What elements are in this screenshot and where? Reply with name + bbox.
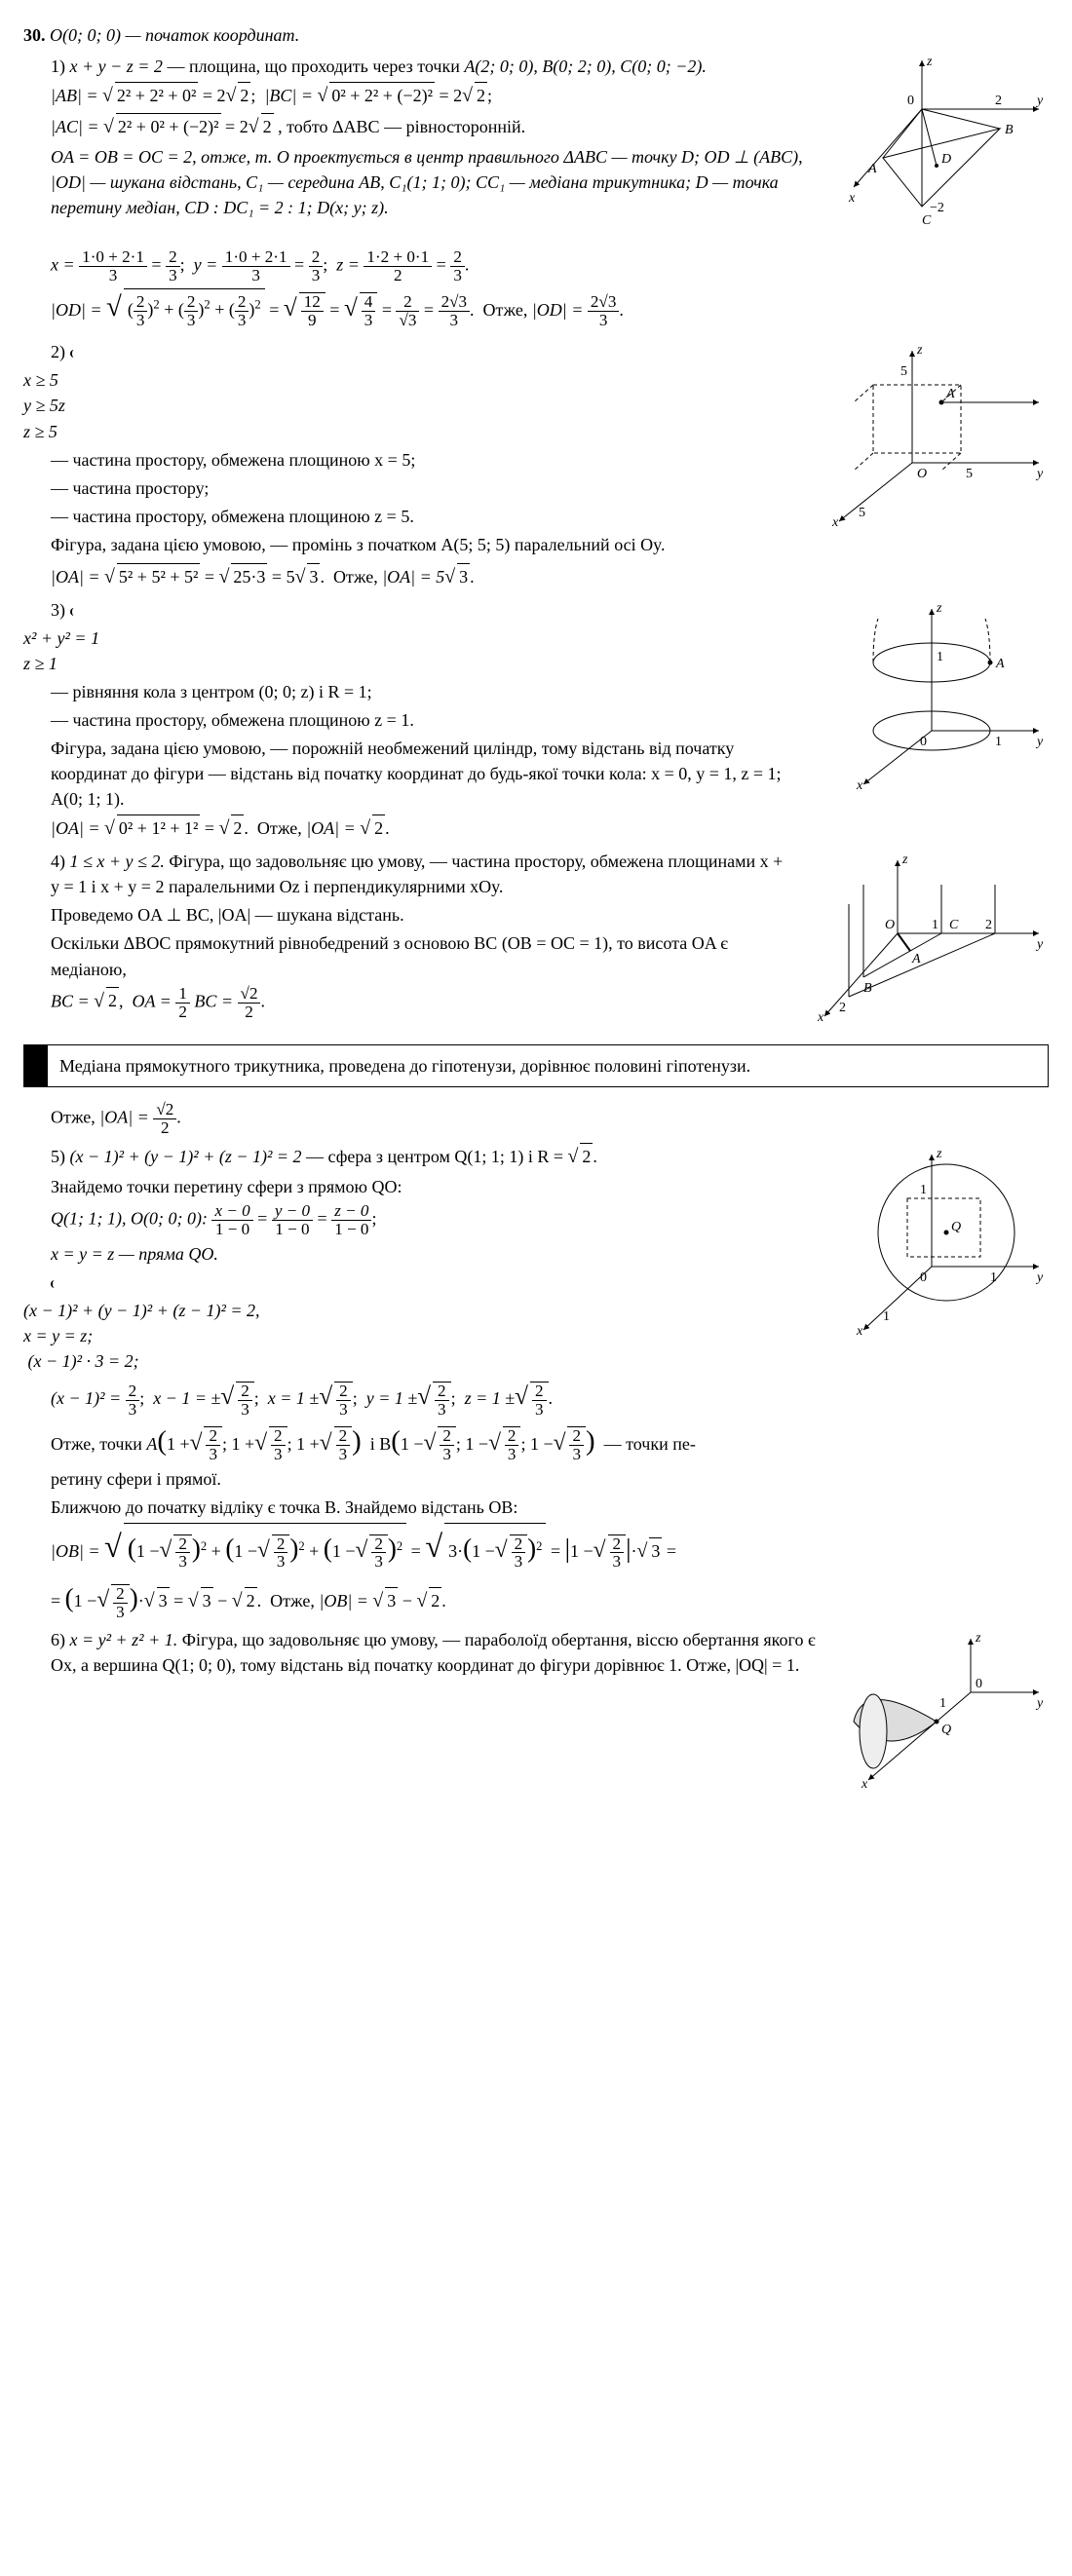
svg-text:1: 1 — [939, 1696, 946, 1711]
part3-oa: |OA| = √0² + 1² + 1² = √2. Отже, |OA| = … — [51, 814, 809, 843]
theorem-text: Медіана прямокутного трикутника, проведе… — [48, 1045, 762, 1086]
part5-solve: (x − 1)² = 23; x − 1 = ±√23; x = 1 ±√23;… — [51, 1380, 1049, 1418]
svg-text:1: 1 — [920, 1183, 927, 1197]
svg-text:1: 1 — [937, 650, 943, 664]
part1-line1: 1) x + y − z = 2 — площина, що проходить… — [51, 54, 809, 79]
part5-l2: Знайдемо точки перетину сфери з прямою Q… — [51, 1174, 819, 1199]
svg-text:2: 2 — [839, 1001, 846, 1015]
svg-text:2: 2 — [995, 94, 1002, 108]
svg-text:Q: Q — [951, 1220, 961, 1234]
figure-1: z y x 0 A B C D 2 −2 — [824, 51, 1049, 246]
figure-3: z y x 0 A 1 1 — [824, 594, 1049, 799]
part4-l2: Проведемо OA ⊥ BC, |OA| — шукана відстан… — [51, 902, 789, 928]
svg-text:x: x — [856, 1324, 863, 1339]
svg-text:5: 5 — [900, 364, 907, 379]
part5-l1: 5) (x − 1)² + (y − 1)² + (z − 1)² = 2 — … — [51, 1143, 819, 1171]
svg-text:5: 5 — [966, 467, 973, 481]
part4-l1: 4) 1 ≤ x + y ≤ 2. Фігура, що задовольняє… — [51, 849, 789, 899]
svg-text:O: O — [917, 467, 927, 481]
svg-text:y: y — [1035, 1270, 1044, 1285]
svg-text:y: y — [1035, 467, 1044, 481]
part5-ob: |OB| = √ (1 −√23)2 + (1 −√23)2 + (1 −√23… — [51, 1523, 1049, 1576]
part6: 6) x = y² + z² + 1. Фігура, що задовольн… — [51, 1627, 819, 1678]
theorem-callout: Медіана прямокутного трикутника, проведе… — [23, 1044, 1049, 1087]
svg-text:z: z — [975, 1631, 981, 1646]
svg-text:0: 0 — [907, 94, 914, 108]
svg-text:−2: −2 — [930, 201, 944, 215]
part4-l3: Оскільки ΔBOC прямокутний рівнобедрений … — [51, 930, 789, 981]
svg-text:x: x — [856, 778, 863, 793]
svg-text:z: z — [901, 852, 908, 867]
origin-point: O(0; 0; 0) — початок координат. — [50, 25, 299, 45]
part5-ob2: = (1 −√23)·√3 = √3 − √2. Отже, |OB| = √3… — [51, 1579, 1049, 1620]
svg-text:x: x — [831, 515, 839, 530]
part2-system: 2) — [51, 339, 789, 364]
svg-text:1: 1 — [995, 735, 1002, 749]
svg-text:0: 0 — [920, 735, 927, 749]
svg-text:5: 5 — [859, 506, 865, 520]
svg-text:y: y — [1035, 937, 1044, 952]
svg-text:x: x — [817, 1010, 824, 1025]
part4-bc: BC = √2, OA = 12 BC = √22. — [51, 985, 789, 1021]
part5-xyz: x = y = z — пряма QO. — [51, 1241, 819, 1267]
svg-text:1: 1 — [932, 918, 938, 932]
part1-ac: |AC| = √2² + 0² + (−2)² = 2√2 , тобто ΔA… — [51, 113, 809, 141]
svg-text:z: z — [936, 601, 942, 616]
part1-ab: |AB| = √2² + 2² + 0² = 2√2; |BC| = √0² +… — [51, 82, 809, 110]
part3-l1: — рівняння кола з центром (0; 0; z) і R … — [51, 679, 809, 704]
svg-text:A: A — [945, 387, 955, 401]
part5-sys — [51, 1269, 819, 1295]
figure-6: z y x 0 Q 1 — [834, 1624, 1049, 1790]
part1-oa: OA = OB = OC = 2, отже, т. O проектуєтьс… — [51, 144, 809, 220]
part5-closer: Ближчою до початку відліку є точка B. Зн… — [51, 1495, 1049, 1520]
part5-pts3: ретину сфери і прямої. — [51, 1466, 1049, 1492]
svg-text:z: z — [936, 1147, 942, 1161]
part5-qo: Q(1; 1; 1), O(0; 0; 0): x − 01 − 0 = y −… — [51, 1202, 819, 1238]
part3-l2: — частина простору, обмежена площиною z … — [51, 707, 809, 733]
part2-l1: — частина простору, обмежена площиною x … — [51, 447, 789, 473]
svg-text:1: 1 — [990, 1270, 997, 1285]
svg-text:Q: Q — [941, 1723, 951, 1737]
svg-text:2: 2 — [985, 918, 992, 932]
problem-number: 30. — [23, 25, 46, 45]
figure-4: z y x O A B C 1 2 2 — [805, 846, 1049, 1031]
part1-xyz: x = 1·0 + 2·13 = 23; y = 1·0 + 2·13 = 23… — [51, 248, 1049, 284]
svg-text:z: z — [926, 55, 933, 69]
figure-2: z y x O A 5 5 5 — [805, 336, 1049, 531]
svg-text:0: 0 — [976, 1677, 982, 1691]
svg-text:D: D — [940, 152, 951, 167]
svg-text:z: z — [916, 343, 923, 358]
part2-l4: Фігура, задана цією умовою, — промінь з … — [51, 532, 789, 557]
svg-text:y: y — [1035, 735, 1044, 749]
svg-text:C: C — [922, 213, 932, 228]
svg-text:C: C — [949, 918, 959, 932]
part2-l3: — частина простору, обмежена площиною z … — [51, 504, 789, 529]
svg-text:A: A — [911, 952, 921, 966]
svg-text:y: y — [1035, 1696, 1044, 1711]
part4-result: Отже, |OA| = √22. — [51, 1101, 1049, 1137]
svg-text:x: x — [848, 191, 856, 206]
problem-header: 30. O(0; 0; 0) — початок координат. — [23, 22, 1049, 48]
svg-text:B: B — [1005, 123, 1014, 137]
svg-text:A: A — [995, 657, 1005, 671]
svg-text:y: y — [1035, 94, 1044, 108]
svg-text:O: O — [885, 918, 895, 932]
svg-text:1: 1 — [883, 1309, 890, 1324]
svg-text:x: x — [861, 1777, 868, 1790]
figure-5: z y x 0 Q 1 1 1 — [834, 1140, 1049, 1345]
part2-oa: |OA| = √5² + 5² + 5² = √25·3 = 5√3. Отже… — [51, 563, 1049, 591]
part3-system: 3) — [51, 597, 809, 623]
part3-l3: Фігура, задана цією умовою, — порожній н… — [51, 736, 809, 812]
svg-text:A: A — [867, 162, 877, 176]
part1-od: |OD| = √ (23)2 + (23)2 + (23)2 = √129 = … — [51, 287, 1049, 333]
svg-text:0: 0 — [920, 1270, 927, 1285]
svg-text:B: B — [863, 981, 872, 996]
part5-points: Отже, точки A(1 +√23; 1 +√23; 1 +√23) і … — [51, 1421, 1049, 1463]
part2-l2: — частина простору; — [51, 475, 789, 501]
